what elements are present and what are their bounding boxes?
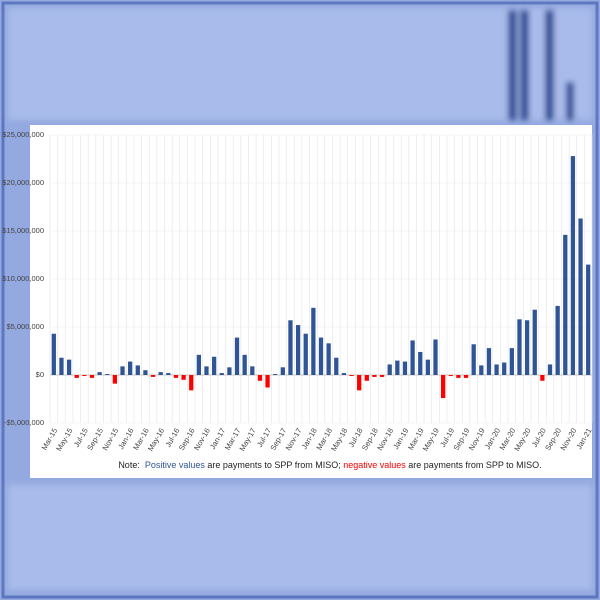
bar [532,309,537,375]
bar [120,366,125,375]
bar [250,366,255,375]
bar [135,365,140,375]
bar [128,361,133,375]
bar [418,351,423,375]
bar [463,375,469,378]
bar [586,264,591,375]
bar [288,320,293,375]
bar [448,375,453,376]
bar [502,362,507,375]
bar [166,373,171,375]
y-tick-label: $0 [36,370,44,379]
note-segment: Note: [118,460,145,470]
bar [66,359,72,375]
bar [547,364,553,375]
bar [318,337,324,375]
bar [349,375,354,376]
note-segment: Positive values [145,460,206,470]
bar [303,333,308,375]
note-segment: are payments from SPP to MISO. [406,460,542,470]
bar [456,375,461,378]
bar [234,337,240,375]
bar [509,348,514,375]
bar [334,357,339,375]
bar [280,367,285,375]
y-tick-label: $5,000,000 [6,322,44,331]
bar [59,357,64,375]
bar [555,305,560,375]
bar [257,375,263,381]
bar [540,375,545,381]
bar [189,375,194,391]
bar [82,375,87,376]
y-tick-label: $10,000,000 [2,274,44,283]
bar [517,319,522,375]
bar [395,360,400,375]
bar [410,340,415,375]
bar [295,325,301,375]
bar [494,364,499,375]
bar [150,375,156,377]
bar [311,307,316,375]
bar [402,361,408,375]
bar [341,373,347,375]
bar [563,234,568,375]
bar [143,370,148,375]
bar [112,375,118,384]
chart-area [30,125,592,478]
bar [425,359,431,375]
bar [204,366,209,375]
bar [570,156,576,375]
bar [441,375,446,399]
bar [578,218,583,375]
bar [242,354,247,375]
bar [219,373,224,375]
bar [364,375,369,381]
y-tick-label: $15,000,000 [2,226,44,235]
bar [479,365,484,375]
bar [265,375,270,388]
bar [196,354,201,375]
bar [51,333,56,375]
bar [486,348,492,375]
bar [357,375,362,391]
bar [326,343,331,375]
bar [227,367,232,375]
bars [51,156,591,399]
bar [158,372,163,375]
bar [273,374,278,375]
bar [379,375,385,377]
bar [433,339,438,375]
bar [211,356,217,375]
bar [105,374,110,375]
bar [89,375,95,378]
y-tick-label: $20,000,000 [2,178,44,187]
bar [387,364,392,375]
bar [97,372,102,375]
y-tick-label: -$5,000,000 [4,418,44,427]
note-segment: negative values [343,460,406,470]
note: Note: Positive values are payments to SP… [118,460,541,470]
y-tick-label: $25,000,000 [2,130,44,139]
blurred-background [8,8,592,590]
bar [372,375,377,377]
bar [74,375,79,378]
bar [524,320,530,375]
bar [181,375,186,380]
note-segment: are payments to SPP from MISO; [205,460,343,470]
bar [173,375,179,378]
bar [471,344,476,375]
